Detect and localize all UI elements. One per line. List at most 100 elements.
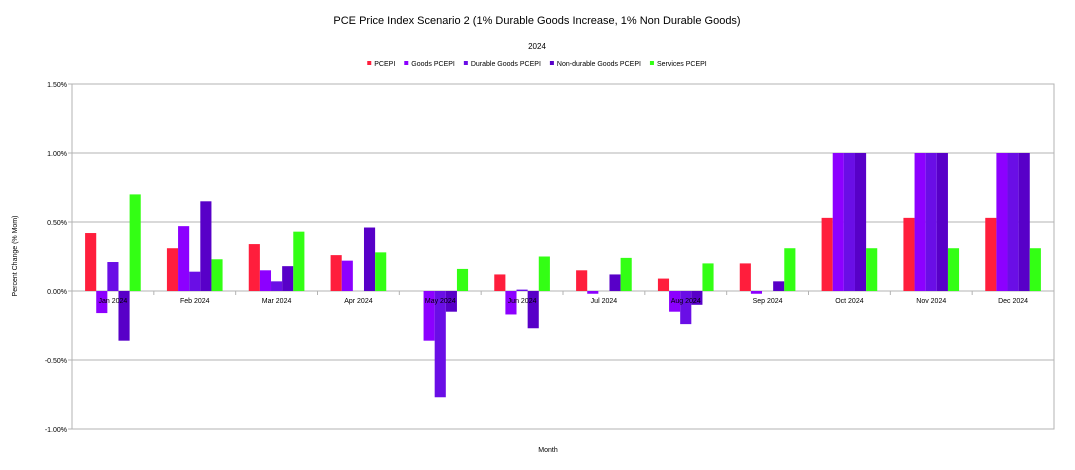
bar-durable-goods-pcepi-aug-2024: [680, 291, 692, 325]
legend-item-non-durable-goods-pcepi: Non-durable Goods PCEPI: [549, 61, 641, 68]
x-tick-label: Dec 2024: [998, 298, 1028, 305]
bar-services-pcepi-jul-2024: [620, 257, 632, 291]
bar-goods-pcepi-dec-2024: [996, 153, 1008, 291]
x-tick-label: May 2024: [425, 298, 456, 305]
bar-goods-pcepi-jul-2024: [587, 291, 599, 294]
bar-non-durable-goods-pcepi-may-2024: [445, 291, 457, 312]
bar-services-pcepi-dec-2024: [1029, 248, 1041, 291]
bar-goods-pcepi-jan-2024: [96, 291, 108, 314]
bar-non-durable-goods-pcepi-apr-2024: [363, 227, 376, 291]
y-axis-label: Percent Change (% Mom): [12, 216, 19, 297]
bar-durable-goods-pcepi-nov-2024: [925, 153, 937, 291]
y-tick-label: -1.00%: [45, 427, 67, 434]
bar-non-durable-goods-pcepi-mar-2024: [282, 266, 294, 291]
bar-non-durable-goods-pcepi-jan-2024: [118, 291, 130, 341]
bar-pcepi-nov-2024: [903, 217, 915, 291]
x-axis-ticks: Jan 2024 Feb 2024 Mar 2024 Apr 2024 May 2024…: [99, 291, 1028, 305]
legend-item-goods-pcepi: Goods PCEPI: [404, 61, 455, 68]
legend-swatch: [549, 61, 554, 65]
y-tick-label: 0.00%: [47, 289, 67, 296]
chart-title: PCE Price Index Scenario 2 (1% Durable G…: [333, 15, 740, 27]
legend-swatch: [404, 61, 409, 65]
y-tick-label: -0.50%: [45, 358, 67, 365]
bar-pcepi-oct-2024: [821, 217, 833, 291]
bar-services-pcepi-may-2024: [456, 268, 469, 291]
x-tick-label: Sep 2024: [753, 298, 783, 305]
legend-label: Non-durable Goods PCEPI: [557, 61, 641, 68]
x-tick-label: Feb 2024: [180, 298, 210, 305]
legend-item-pcepi: PCEPI: [367, 61, 395, 68]
y-axis-ticks: -1.00% -0.50% 0.00% 0.50% 1.00% 1.50%: [45, 82, 72, 434]
bar-durable-goods-pcepi-may-2024: [434, 291, 446, 398]
x-axis-label: Month: [538, 447, 558, 454]
bar-goods-pcepi-apr-2024: [341, 260, 353, 291]
bar-non-durable-goods-pcepi-jul-2024: [609, 274, 621, 291]
bar-pcepi-feb-2024: [166, 248, 179, 291]
bar-services-pcepi-jun-2024: [538, 256, 550, 291]
bar-non-durable-goods-pcepi-jun-2024: [527, 291, 539, 329]
legend-label: Durable Goods PCEPI: [471, 61, 541, 68]
x-tick-label: Jan 2024: [99, 298, 128, 305]
bar-pcepi-jan-2024: [85, 233, 97, 291]
legend-swatch: [463, 61, 468, 65]
x-tick-label: Oct 2024: [835, 298, 864, 305]
bar-non-durable-goods-pcepi-sep-2024: [773, 281, 785, 291]
bar-durable-goods-pcepi-jun-2024: [516, 289, 528, 291]
x-tick-label: Mar 2024: [262, 298, 292, 305]
y-tick-label: 1.00%: [47, 151, 67, 158]
chart-legend: PCEPI Goods PCEPI Durable Goods PCEPI Non-d…: [367, 61, 707, 68]
bar-services-pcepi-aug-2024: [702, 263, 714, 291]
bar-services-pcepi-sep-2024: [784, 248, 796, 291]
bar-goods-pcepi-may-2024: [423, 291, 435, 341]
legend-item-services-pcepi: Services PCEPI: [649, 61, 707, 68]
bar-services-pcepi-oct-2024: [866, 248, 878, 291]
bar-services-pcepi-jan-2024: [129, 194, 141, 291]
bar-pcepi-dec-2024: [985, 217, 997, 291]
bar-non-durable-goods-pcepi-feb-2024: [200, 201, 212, 291]
y-tick-label: 1.50%: [47, 82, 67, 89]
x-tick-label: Jun 2024: [508, 298, 537, 305]
bar-goods-pcepi-feb-2024: [178, 226, 190, 291]
bar-durable-goods-pcepi-jan-2024: [107, 262, 119, 291]
x-tick-label: Nov 2024: [916, 298, 946, 305]
bar-pcepi-apr-2024: [330, 255, 342, 291]
x-tick-label: Jul 2024: [591, 298, 618, 305]
bar-goods-pcepi-aug-2024: [669, 291, 681, 312]
legend-item-durable-goods-pcepi: Durable Goods PCEPI: [463, 61, 541, 68]
bar-pcepi-jul-2024: [576, 270, 588, 291]
bar-pcepi-mar-2024: [248, 244, 260, 291]
bar-durable-goods-pcepi-mar-2024: [271, 281, 283, 291]
x-tick-label: Apr 2024: [344, 298, 373, 305]
bar-services-pcepi-mar-2024: [293, 231, 305, 291]
chart-subtitle: 2024: [528, 42, 546, 51]
legend-swatch: [649, 61, 654, 65]
bar-services-pcepi-apr-2024: [375, 252, 387, 291]
bar-goods-pcepi-jun-2024: [505, 291, 517, 315]
bar-group: [85, 153, 1041, 398]
bar-durable-goods-pcepi-dec-2024: [1007, 153, 1019, 291]
legend-swatch: [367, 61, 372, 65]
bar-pcepi-sep-2024: [739, 263, 751, 291]
bar-goods-pcepi-mar-2024: [259, 270, 272, 291]
bar-non-durable-goods-pcepi-aug-2024: [691, 291, 703, 305]
bar-pcepi-jun-2024: [494, 274, 506, 291]
plot-frame: [71, 83, 1055, 430]
x-tick-label: Aug 2024: [671, 298, 701, 305]
bar-services-pcepi-nov-2024: [947, 248, 960, 291]
bar-goods-pcepi-sep-2024: [750, 291, 763, 294]
legend-label: Services PCEPI: [657, 61, 707, 68]
y-tick-label: 0.50%: [47, 220, 67, 227]
bar-goods-pcepi-nov-2024: [914, 153, 926, 291]
bar-non-durable-goods-pcepi-nov-2024: [936, 153, 948, 291]
bar-non-durable-goods-pcepi-oct-2024: [854, 153, 867, 291]
bar-durable-goods-pcepi-oct-2024: [843, 153, 855, 291]
legend-label: PCEPI: [374, 61, 395, 68]
bar-durable-goods-pcepi-feb-2024: [189, 271, 201, 291]
bar-non-durable-goods-pcepi-dec-2024: [1018, 153, 1030, 291]
bar-pcepi-aug-2024: [657, 278, 670, 291]
bar-services-pcepi-feb-2024: [211, 259, 223, 291]
bar-goods-pcepi-oct-2024: [832, 153, 844, 291]
legend-label: Goods PCEPI: [411, 61, 455, 68]
